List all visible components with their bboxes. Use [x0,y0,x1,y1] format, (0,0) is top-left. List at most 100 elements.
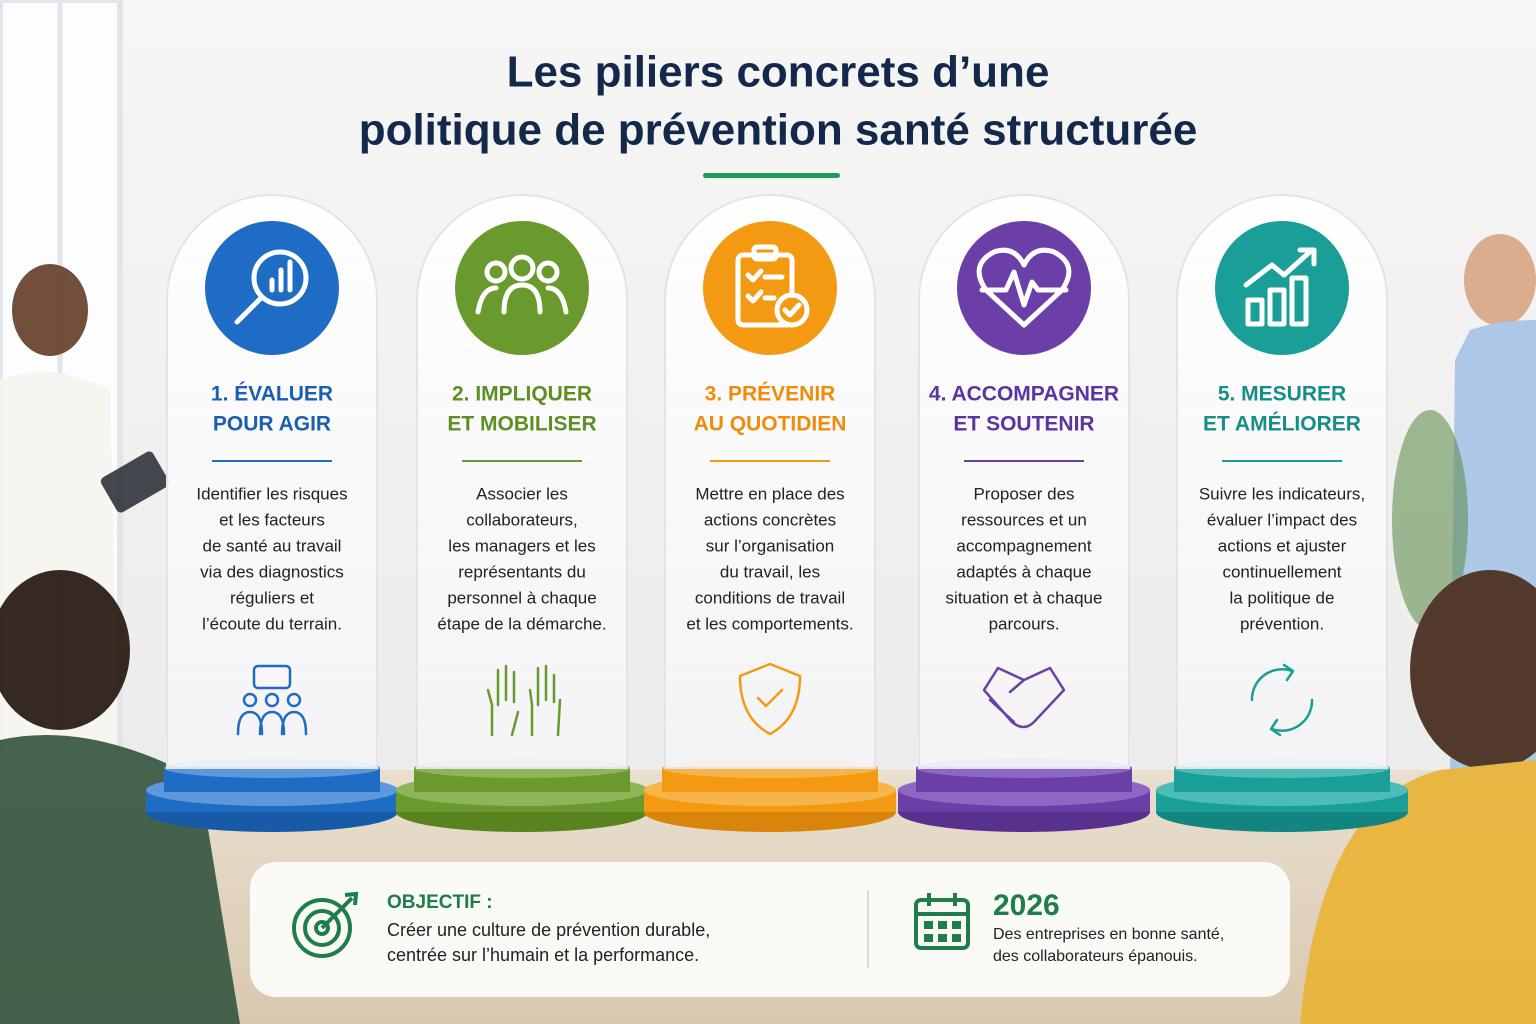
year-text: des collaborateurs épanouis. [993,948,1198,965]
title-line: Les piliers concrets d’une [507,48,1050,97]
pillar-icon-circle [703,221,837,355]
icon-shape [976,247,1072,328]
pillar-text: évaluer l’impact des [1207,510,1357,529]
pillar-text: via des diagnostics [200,562,344,581]
pillar-icon-circle [455,221,589,355]
icon-shape [484,260,508,284]
pillar-panel [664,194,876,769]
pillar-text: de santé au travail [203,536,342,555]
pillar-text: la politique de [1230,588,1335,607]
pillar-small-icon [486,664,562,737]
objective-label: OBJECTIF : [387,892,493,913]
icon-shape [738,662,802,736]
pillar-text: Identifier les risques [196,484,347,503]
pillar-text: Suivre les indicateurs, [1199,484,1365,503]
people-decor [0,234,1536,1024]
pillar-small-icon [738,662,802,736]
pillar-title: AU QUOTIDIEN [694,413,847,436]
pillar-text: Associer les [476,484,568,503]
icon-shape [269,259,293,293]
pillar-text: continuellement [1222,562,1341,581]
footer-box [250,862,1290,997]
icon-shape [735,252,795,328]
pillar-title: ET SOUTENIR [953,413,1094,436]
pillar-small-icon [236,664,308,736]
pillar-text: et les facteurs [219,510,325,529]
pillar-text: situation et à chaque [946,588,1103,607]
icon-shape [1245,297,1265,327]
pillar-title: 5. MESURER [1218,383,1346,406]
pillar-text: parcours. [989,614,1060,633]
pillar-icon [735,244,810,328]
pillar-text: adaptés à chaque [956,562,1091,581]
icon-shape [236,710,308,736]
pillar: 5. MESURER ET AMÉLIORER Suivre les indicat… [1156,194,1408,832]
pillar-text: Mettre en place des [695,484,844,503]
pillar-icon-circle [957,221,1091,355]
pillar-text: actions et ajuster [1218,536,1347,555]
pillar-text: réguliers et [230,588,314,607]
pillar-icon [1243,247,1317,327]
icon-shape [1289,275,1309,327]
icon-shape [756,688,784,708]
pillar-text: actions concrètes [704,510,836,529]
icon-shape [1269,663,1295,737]
icon-shape [1243,247,1317,288]
pillar-title: 4. ACCOMPAGNER [929,383,1119,406]
pillar: 3. PRÉVENIR AU QUOTIDIEN Mettre en place d… [644,194,896,832]
title-group: Les piliers concrets d’une politique de … [359,48,1198,178]
pillar-title: 2. IMPLIQUER [452,383,592,406]
icon-shape [782,302,802,318]
pillar: 1. ÉVALUER POUR AGIR Identifier les risque… [146,194,398,832]
icon-shape [745,268,785,304]
icon-shape [1267,287,1287,327]
pillar-title: 1. ÉVALUER [211,383,333,406]
objective-text: centrée sur l’humain et la performance. [387,945,699,965]
pillar-small-icon [982,666,1066,729]
pillar-text: personnel à chaque [447,588,596,607]
icon-shape [475,282,569,315]
pillar-title: POUR AGIR [213,413,331,436]
pillar-text: ressources et un [961,510,1087,529]
pillar-icon [234,249,309,325]
icon-shape [242,692,258,708]
pillar-small-icon [1250,663,1314,737]
icon-shape [536,260,560,284]
icon-shape [264,692,280,708]
year-text: Des entreprises en bonne santé, [993,926,1224,943]
icon-shape [234,294,265,325]
icon-shape [1250,668,1314,732]
pillar-title: 3. PRÉVENIR [705,383,836,406]
pillar-icon [475,254,569,315]
pillar-text: Proposer des [973,484,1074,503]
pillar-text: sur l’organisation [706,536,835,555]
pillar: 4. ACCOMPAGNER ET SOUTENIR Proposer des res… [898,194,1150,832]
pillar-panel [416,194,628,769]
icon-shape [979,269,1069,308]
icon-shape [751,244,779,262]
pillar-text: prévention. [1240,614,1324,633]
icon-shape [252,664,292,690]
target-icon [292,891,359,958]
pillar-title: ET AMÉLIORER [1203,413,1361,436]
pillar-panel [1176,194,1388,769]
pillar-text: du travail, les [720,562,820,581]
pillar-text: collaborateurs, [466,510,578,529]
pillar-icon [976,247,1072,328]
pillar-text: conditions de travail [695,588,845,607]
pillar-text: l’écoute du terrain. [202,614,342,633]
icon-shape [508,254,536,282]
pillar: 2. IMPLIQUER ET MOBILISER Associer les coll… [396,194,648,832]
pillar-panel [166,194,378,769]
title-underline [703,173,840,178]
pillar-text: étape de la démarche. [437,614,606,633]
pillar-text: et les comportements. [686,614,853,633]
title-line: politique de prévention santé structurée [359,106,1198,155]
pillars: 1. ÉVALUER POUR AGIR Identifier les risque… [146,194,1408,832]
pillar-text: les managers et les [448,536,595,555]
icon-shape [486,664,562,737]
footer: OBJECTIF : Créer une culture de préventi… [250,862,1290,997]
icon-shape [982,666,1066,729]
